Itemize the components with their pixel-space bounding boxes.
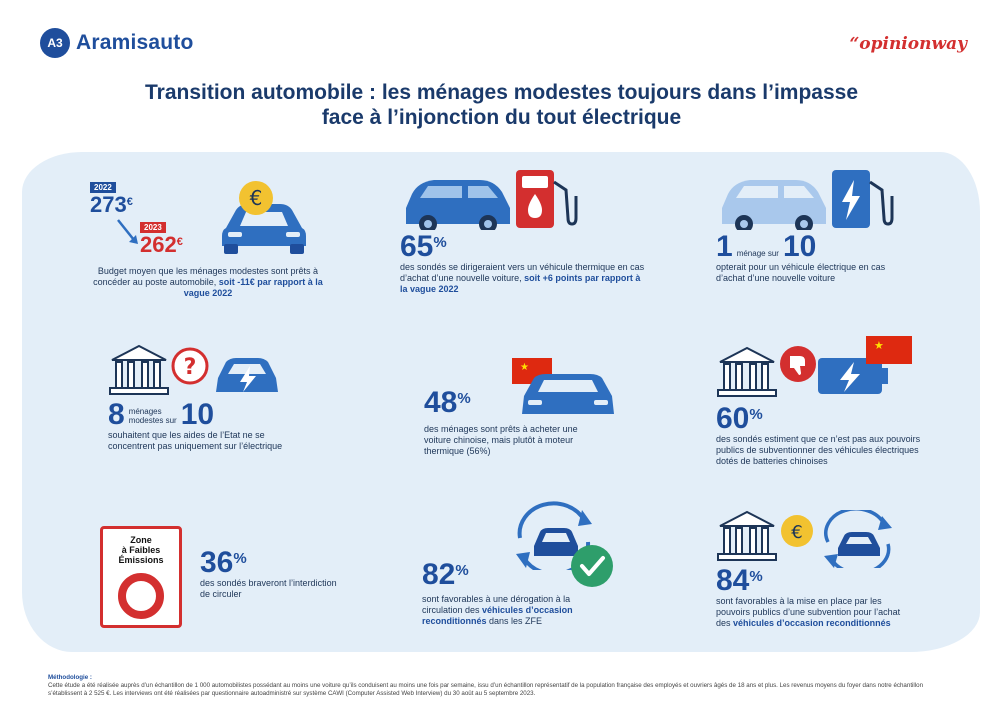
- zfe-text: des sondés braveront l’interdiction de c…: [200, 578, 337, 599]
- stat-subvention-chine: ★ 60% des sondés estiment que ce n’est p…: [716, 336, 936, 467]
- zfe-sign-label: Zone à Faibles Émissions: [118, 535, 164, 565]
- derogation-text: sont favorables à une dérogation à la ci…: [422, 594, 573, 626]
- thermique-value: 65%: [400, 230, 447, 263]
- question-mark-icon: ?: [171, 347, 209, 385]
- euro-coin-icon: €: [239, 181, 273, 215]
- year-2023-tag: 2023: [140, 222, 166, 233]
- methodology-title: Méthodologie :: [48, 674, 92, 681]
- charging-station-icon: [832, 170, 894, 228]
- opinionway-logo: “opinionway: [849, 34, 967, 54]
- electrique-value: 1 ménage sur 10: [716, 230, 817, 263]
- no-entry-circle-icon: [118, 573, 164, 619]
- aides-text: souhaitent que les aides de l’Etat ne se…: [108, 430, 283, 451]
- electrique-text: opterait pour un véhicule électrique en …: [716, 262, 886, 283]
- bank-building-icon: [109, 344, 169, 395]
- fuel-pump-icon: [516, 170, 578, 228]
- chinoise-text: des ménages sont prêts à acheter une voi…: [424, 424, 578, 456]
- euro-coin-icon: €: [781, 515, 813, 547]
- logo-badge: A3: [40, 28, 70, 58]
- budget-2022-value: 273€: [90, 192, 133, 217]
- zfe-sign-icon: Zone à Faibles Émissions: [100, 526, 182, 628]
- bank-building-icon: [717, 346, 777, 397]
- methodology-text: Cette étude a été réalisée auprès d’un é…: [48, 682, 924, 697]
- subvention-occasion-text: sont favorables à la mise en place par l…: [716, 596, 901, 628]
- car-icon: [222, 204, 306, 254]
- year-2022-tag: 2022: [90, 182, 116, 193]
- battery-icon: [818, 358, 888, 394]
- stat-thermique: 65% des sondés se dirigeraient vers un v…: [400, 168, 650, 295]
- svg-text:★: ★: [520, 362, 529, 373]
- aramisauto-logo: A3 Aramisauto: [40, 28, 194, 58]
- recycle-arrows-icon: [824, 510, 892, 568]
- bank-building-icon: [717, 510, 777, 561]
- stat-aides: ? 8 ménages modestes sur 10 souhaitent que …: [108, 344, 328, 452]
- thermique-text: des sondés se dirigeraient vers un véhic…: [400, 262, 645, 294]
- logo-text: Aramisauto: [76, 31, 194, 54]
- car-icon: [216, 358, 278, 392]
- subvention-chine-text: des sondés estiment que ce n’est pas aux…: [716, 434, 921, 466]
- thumbs-down-icon: [780, 346, 816, 382]
- derogation-value: 82%: [422, 558, 469, 591]
- subvention-occasion-value: 84%: [716, 564, 763, 597]
- car-icon: [722, 180, 826, 230]
- svg-text:★: ★: [874, 339, 884, 352]
- zfe-value: 36%: [200, 546, 247, 579]
- budget-text: Budget moyen que les ménages modestes so…: [93, 266, 323, 298]
- checkmark-icon: [571, 545, 613, 587]
- svg-text:€: €: [250, 186, 263, 210]
- svg-text:€: €: [791, 522, 802, 543]
- stat-budget: 2022 273€ 2023 262€ € Budget moyen que l…: [88, 180, 338, 299]
- car-icon: [522, 374, 614, 414]
- car-icon: [406, 180, 510, 230]
- stat-subvention-occasion: € 84% sont favorables à la mise en place…: [716, 510, 936, 629]
- chinoise-value: 48%: [424, 386, 471, 419]
- down-arrow-icon: [117, 219, 138, 244]
- stat-zfe: 36% des sondés braveront l’interdiction …: [200, 548, 350, 600]
- title-line-1: Transition automobile : les ménages mode…: [144, 81, 858, 104]
- title-line-2: face à l’injonction du tout électrique: [321, 106, 682, 129]
- aides-value: 8 ménages modestes sur 10: [108, 398, 215, 431]
- stat-electrique: 1 ménage sur 10 opterait pour un véhicule …: [716, 168, 936, 284]
- subvention-chine-value: 60%: [716, 402, 763, 435]
- page-title: Transition automobile : les ménages mode…: [0, 80, 1003, 130]
- methodology-note: Méthodologie : Cette étude a été réalisé…: [48, 674, 958, 698]
- svg-text:?: ?: [184, 355, 197, 380]
- china-flag-icon: ★: [866, 336, 912, 364]
- budget-2023-value: 262€: [140, 232, 183, 257]
